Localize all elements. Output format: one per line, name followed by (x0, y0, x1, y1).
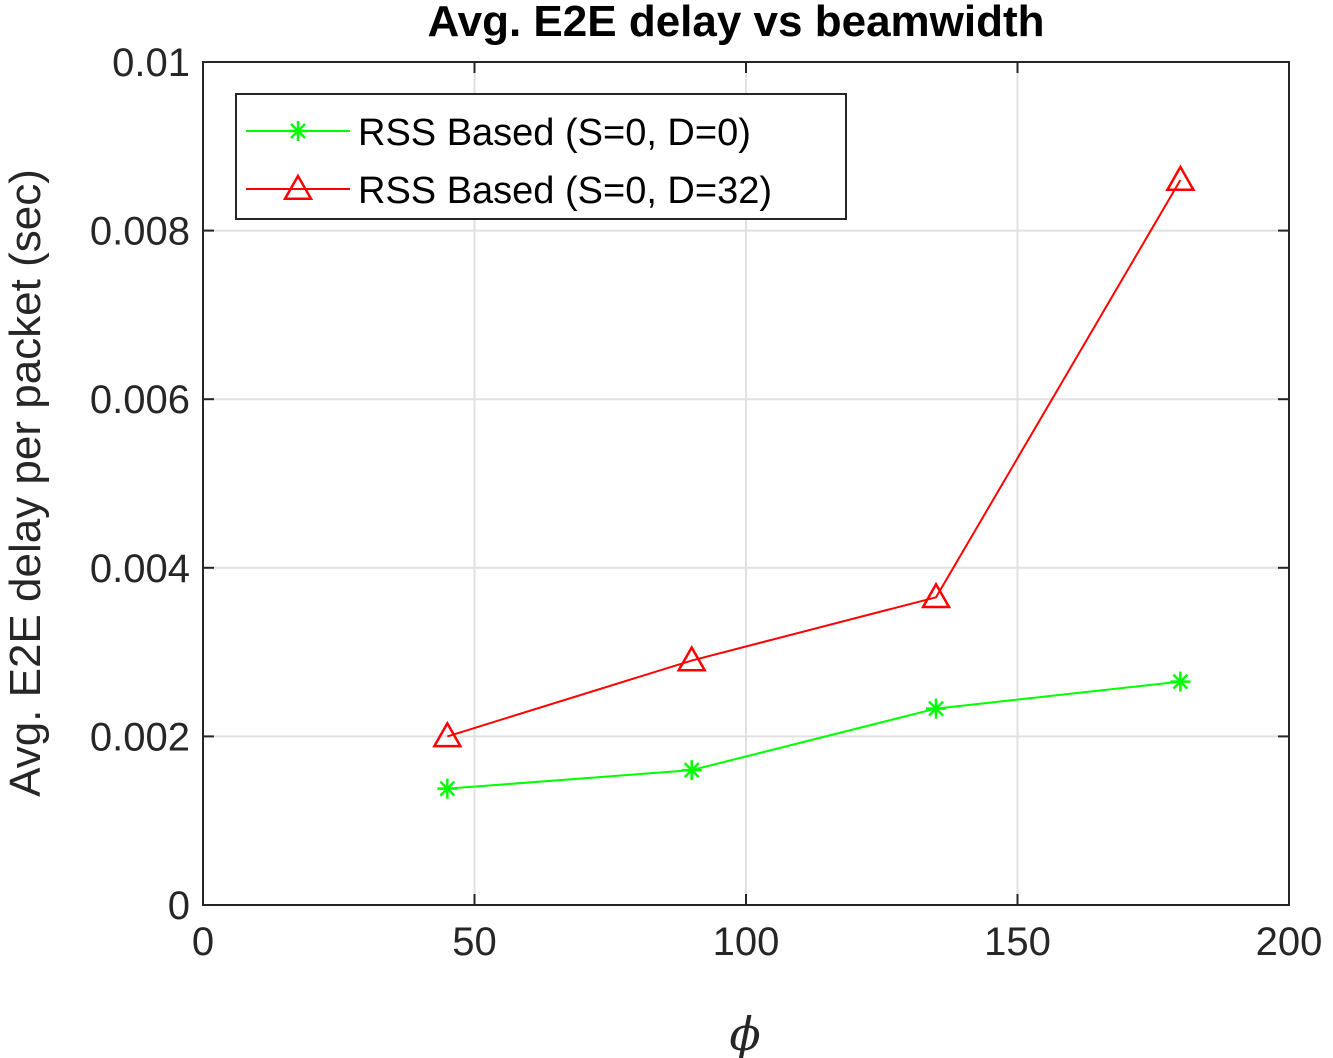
data-point (1165, 164, 1196, 192)
legend-items: RSS Based (S=0, D=0) RSS Based (S=0, D=32… (246, 112, 772, 212)
x-tick-label: 150 (984, 920, 1051, 964)
legend-item: RSS Based (S=0, D=32) (246, 170, 772, 212)
x-tick-label: 100 (713, 920, 780, 964)
y-tick-label: 0.004 (90, 547, 190, 591)
legend-box (235, 93, 847, 220)
y-tick-label: 0.006 (90, 378, 190, 422)
series-layer (432, 164, 1196, 799)
axis-ticks: 0 50 100 150 200 0 0.002 0.004 0.006 0.008 0.01 (90, 41, 1322, 964)
y-tick-label: 0 (168, 884, 190, 928)
x-tick-label: 200 (1256, 920, 1323, 964)
series-line (447, 680, 1181, 790)
y-axis-label: Avg. E2E delay per packet (sec) (1, 169, 50, 797)
legend-marker (282, 173, 314, 200)
data-point (1170, 671, 1191, 692)
data-point (920, 581, 952, 609)
y-tick-label: 0.002 (90, 715, 190, 759)
legend-marker (288, 121, 308, 141)
data-point (926, 698, 947, 719)
y-tick-label: 0.008 (90, 210, 190, 254)
legend-label: RSS Based (S=0, D=0) (358, 112, 751, 154)
legend-item: RSS Based (S=0, D=0) (246, 112, 751, 154)
x-axis-label: ϕ (729, 1007, 760, 1058)
data-point (681, 760, 702, 781)
y-tick-label: 0.01 (112, 41, 190, 85)
data-point (676, 645, 707, 672)
x-tick-label: 50 (452, 920, 497, 964)
series-2 (432, 164, 1196, 748)
data-point (437, 778, 458, 799)
data-point (432, 720, 463, 748)
x-tick-label: 0 (192, 920, 214, 964)
series-1 (437, 671, 1191, 799)
legend-label: RSS Based (S=0, D=32) (358, 170, 772, 212)
chart-title: Avg. E2E delay vs beamwidth (427, 0, 1044, 46)
series-line (447, 179, 1182, 738)
legend: RSS Based (S=0, D=0) RSS Based (S=0, D=32… (235, 93, 847, 220)
